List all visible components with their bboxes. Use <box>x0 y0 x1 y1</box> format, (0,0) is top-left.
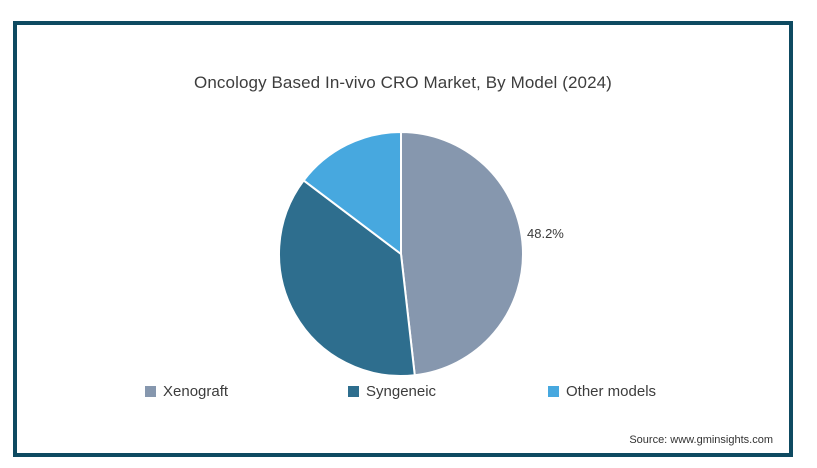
legend-swatch-other-models <box>548 386 559 397</box>
pie-chart-container <box>271 124 531 384</box>
legend-swatch-syngeneic <box>348 386 359 397</box>
slice-data-label-xenograft: 48.2% <box>527 226 564 241</box>
legend-swatch-xenograft <box>145 386 156 397</box>
pie-slice-other-models <box>302 131 402 255</box>
legend-label-syngeneic: Syngeneic <box>366 383 437 400</box>
legend-label-other-models: Other models <box>566 383 657 400</box>
pie-slice-xenograft <box>400 131 524 377</box>
pie-slice-syngeneic <box>278 179 416 377</box>
legend-item-other-models: Other models <box>548 383 656 400</box>
source-attribution: Source: www.gminsights.com <box>629 434 773 446</box>
legend-item-syngeneic: Syngeneic <box>348 383 436 400</box>
chart-title: Oncology Based In-vivo CRO Market, By Mo… <box>194 73 612 92</box>
legend-item-xenograft: Xenograft <box>145 383 228 400</box>
legend-label-xenograft: Xenograft <box>163 383 229 400</box>
pie-chart <box>278 131 524 377</box>
